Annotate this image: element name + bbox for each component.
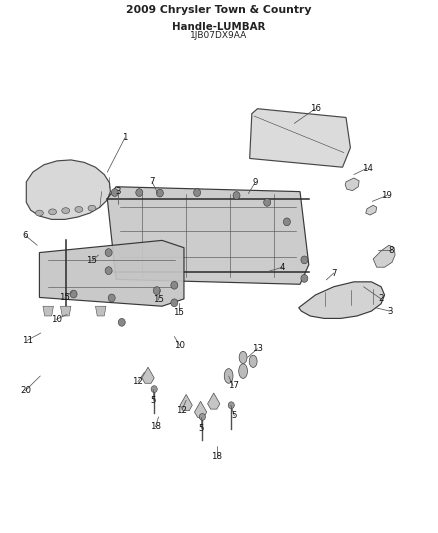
Text: 16: 16 [310,104,321,113]
Text: 2: 2 [378,294,384,303]
Polygon shape [366,205,377,215]
Text: Handle-LUMBAR: Handle-LUMBAR [172,22,266,32]
Polygon shape [250,109,350,167]
Circle shape [199,414,205,421]
Circle shape [111,189,118,197]
Circle shape [108,294,115,302]
Text: 3: 3 [387,306,392,316]
Ellipse shape [62,208,70,214]
Text: 19: 19 [381,191,392,200]
Text: 12: 12 [176,406,187,415]
Text: 10: 10 [50,315,62,324]
Circle shape [264,198,271,206]
Circle shape [301,256,308,264]
Text: 7: 7 [149,177,155,187]
Circle shape [105,249,112,256]
Circle shape [171,281,178,289]
Text: 13: 13 [252,344,263,353]
Circle shape [283,218,290,226]
Text: 1: 1 [122,133,127,142]
Text: 10: 10 [174,341,185,350]
Text: 15: 15 [173,308,184,317]
Text: 11: 11 [21,336,33,345]
Text: 7: 7 [331,269,336,278]
Ellipse shape [35,210,43,216]
Polygon shape [60,306,71,316]
Text: 15: 15 [59,293,71,302]
Polygon shape [345,178,359,191]
Polygon shape [26,160,110,220]
Text: 8: 8 [389,246,394,255]
Polygon shape [194,401,207,417]
Ellipse shape [49,209,57,215]
Text: 12: 12 [132,377,144,386]
Polygon shape [180,394,192,410]
Text: 15: 15 [86,256,98,265]
Polygon shape [95,306,106,316]
Circle shape [105,266,112,274]
Circle shape [118,318,125,326]
Ellipse shape [249,355,257,367]
Polygon shape [208,393,220,409]
Polygon shape [39,240,184,306]
Text: 6: 6 [23,231,28,240]
Polygon shape [43,306,53,316]
Circle shape [171,299,178,306]
Ellipse shape [239,351,247,364]
Text: 17: 17 [227,381,239,390]
Text: 18: 18 [150,422,161,431]
Text: 2009 Chrysler Town & Country: 2009 Chrysler Town & Country [126,5,312,15]
Text: 20: 20 [20,386,31,395]
Text: 5: 5 [232,411,237,421]
Ellipse shape [239,364,247,378]
Text: 14: 14 [361,164,373,173]
Text: 18: 18 [211,452,223,461]
Circle shape [156,189,163,197]
Text: 15: 15 [153,295,164,304]
Polygon shape [142,367,154,383]
Circle shape [233,191,240,199]
Text: 4: 4 [280,263,285,272]
Circle shape [70,290,77,298]
Ellipse shape [224,369,233,383]
Ellipse shape [88,205,96,211]
Polygon shape [373,245,395,267]
Ellipse shape [75,206,83,212]
Polygon shape [299,282,385,318]
Text: 5: 5 [151,396,156,405]
Circle shape [194,189,201,197]
Circle shape [228,402,234,409]
Text: 1JB07DX9AA: 1JB07DX9AA [191,31,247,40]
Circle shape [301,274,308,282]
Polygon shape [107,187,309,284]
Text: 5: 5 [199,424,204,433]
Text: 9: 9 [252,179,258,187]
Text: 3: 3 [116,187,121,196]
Circle shape [136,189,143,197]
Circle shape [153,287,160,295]
Circle shape [151,386,157,392]
